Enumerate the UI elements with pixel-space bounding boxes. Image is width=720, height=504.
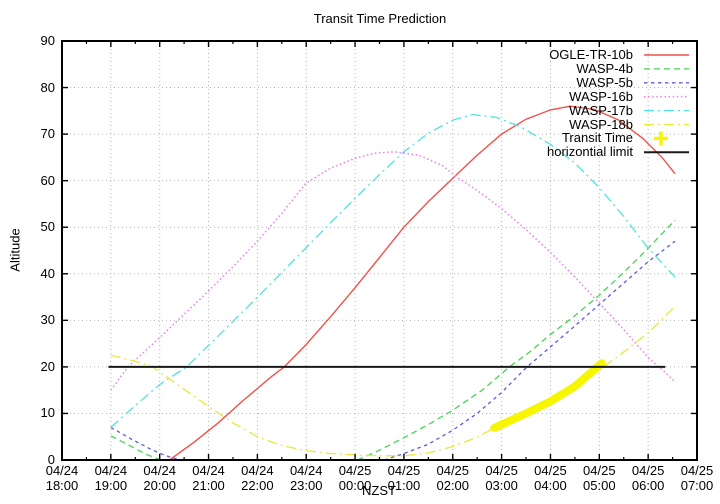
y-tick-label: 40 xyxy=(40,265,55,281)
series-wasp-5b xyxy=(384,240,676,461)
x-tick-label: 04/24 19:00 xyxy=(94,463,128,493)
series-wasp-16b xyxy=(110,150,676,391)
y-tick-label: 60 xyxy=(40,172,55,188)
legend-label: OGLE-TR-10b xyxy=(549,47,633,62)
x-tick-label: 04/24 22:00 xyxy=(241,463,274,493)
legend-label: WASP-4b xyxy=(576,60,633,76)
legend-label: horizontial limit xyxy=(547,144,633,160)
x-axis-label: NZST xyxy=(362,483,396,498)
series-transit-time xyxy=(490,359,606,432)
x-tick-label: 04/24 20:00 xyxy=(143,463,176,493)
x-tick-label: 04/25 05:00 xyxy=(583,463,616,493)
y-tick-label: 20 xyxy=(40,358,55,374)
legend-label: WASP-16b xyxy=(569,88,633,104)
series-wasp-17b xyxy=(110,113,676,428)
legend-label: WASP-17b xyxy=(569,102,633,118)
series-ogle-tr-10b xyxy=(169,105,676,461)
y-tick-label: 70 xyxy=(40,126,55,142)
legend-label: WASP-5b xyxy=(576,74,633,90)
y-tick-label: 30 xyxy=(40,312,55,328)
series-wasp-18b xyxy=(110,305,676,457)
x-tick-label: 04/25 01:00 xyxy=(387,463,421,493)
y-axis-label: Altitude xyxy=(7,228,23,272)
x-tick-label: 04/25 03:00 xyxy=(485,463,518,493)
y-tick-label: 10 xyxy=(40,405,55,421)
x-tick-label: 04/25 04:00 xyxy=(534,463,567,493)
y-tick-label: 90 xyxy=(40,33,55,48)
series-wasp-4b xyxy=(357,219,676,461)
x-tick-label: 04/25 06:00 xyxy=(631,463,665,493)
y-tick-label: 50 xyxy=(40,219,55,235)
chart-title: Transit Time Prediction xyxy=(313,11,447,26)
x-tick-label: 04/25 00:00 xyxy=(338,463,372,493)
x-tick-label: 04/24 18:00 xyxy=(45,463,79,493)
legend-label: WASP-18b xyxy=(569,116,633,132)
x-tick-label: 04/25 02:00 xyxy=(436,463,470,493)
y-tick-label: 0 xyxy=(47,452,55,467)
legend-label: Transit Time xyxy=(561,130,633,146)
x-tick-label: 04/24 21:00 xyxy=(192,463,225,493)
y-tick-label: 80 xyxy=(40,79,55,95)
series-wasp-5b xyxy=(110,426,177,460)
x-tick-label: 04/24 23:00 xyxy=(289,463,323,493)
x-tick-label: 04/25 07:00 xyxy=(680,463,714,493)
series-wasp-4b xyxy=(110,435,162,461)
